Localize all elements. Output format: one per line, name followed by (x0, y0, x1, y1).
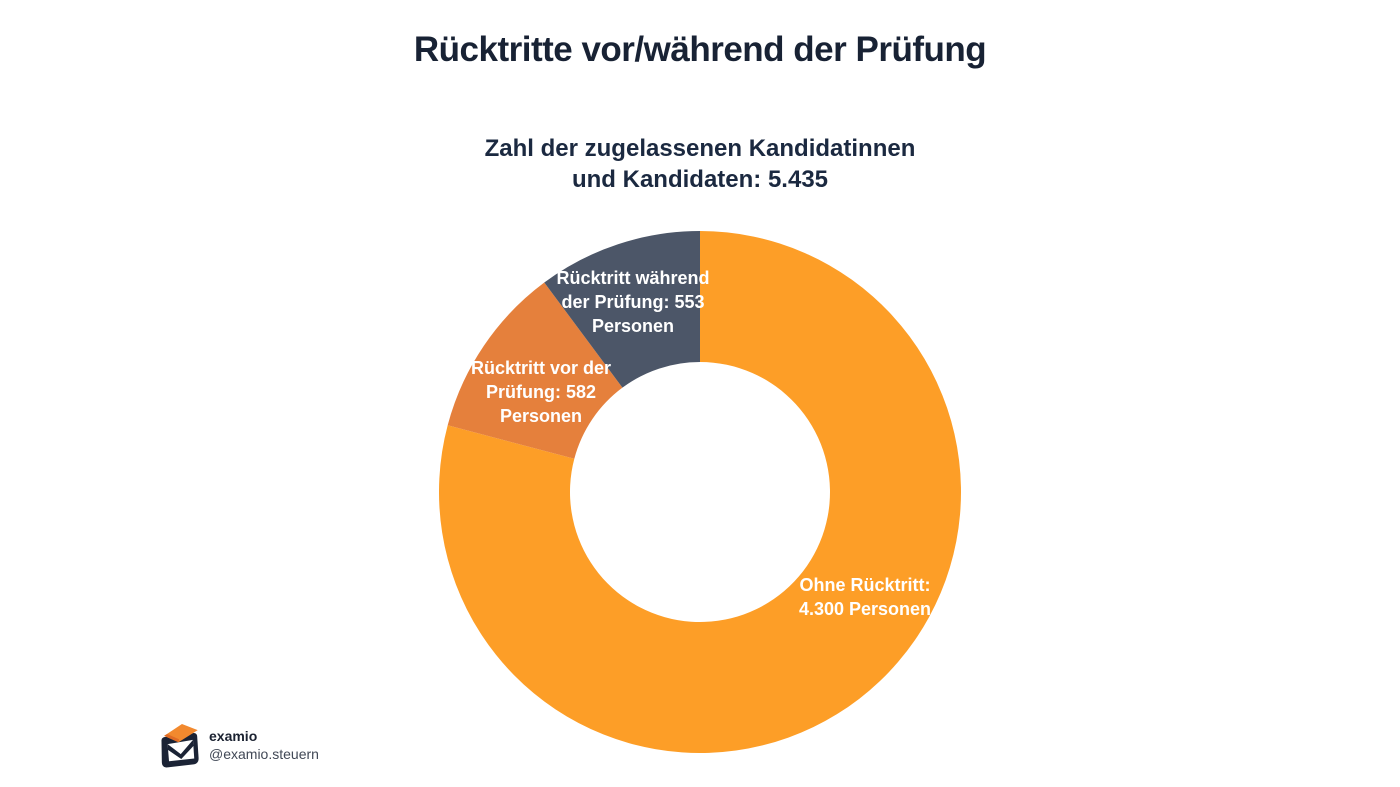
chart-subtitle-line-1: Zahl der zugelassenen Kandidatinnen (484, 135, 916, 162)
brand-handle: @examio.steuern (209, 746, 319, 762)
slice-label-ruecktritt-vor: Rücktritt vor der Prüfung: 582 Personen (470, 358, 612, 426)
donut-chart (439, 231, 961, 753)
brand-name: examio (209, 728, 258, 744)
donut-slice-1 (447, 282, 623, 459)
chart-subtitle-line-2: und Kandidaten: 5.435 (571, 166, 829, 193)
page-title: Rücktritte vor/während der Prüfung (413, 30, 987, 69)
brand-footer: examio @examio.steuern (158, 721, 319, 769)
slice-label-ruecktritt-waehrend: Rücktritt während der Prüfung: 553 Perso… (556, 268, 710, 336)
donut-slice-2 (544, 231, 700, 388)
chart-subtitle: Zahl der zugelassenen Kandidatinnen und … (0, 133, 1400, 195)
donut-chart-svg (439, 231, 961, 753)
slice-label-ohne-ruecktritt: Ohne Rücktritt: 4.300 Personen (798, 575, 932, 619)
examio-logo-icon (161, 724, 199, 768)
donut-slice-0 (439, 231, 961, 753)
